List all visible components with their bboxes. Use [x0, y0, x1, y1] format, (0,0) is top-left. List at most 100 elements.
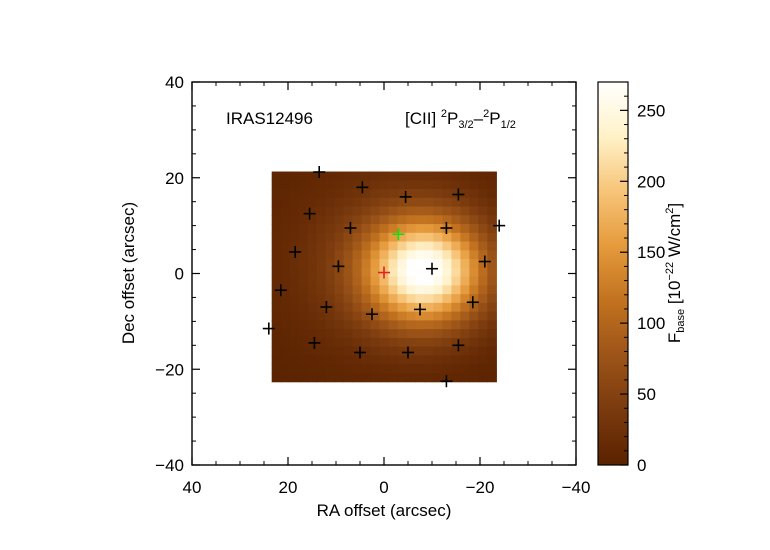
- map-pixel: [469, 224, 479, 234]
- line-label-sub1: 3/2: [458, 119, 473, 131]
- map-pixel: [316, 294, 327, 304]
- map-pixel: [271, 180, 282, 190]
- map-pixel: [316, 171, 327, 181]
- y-tick-label: −40: [155, 456, 184, 475]
- map-pixel: [361, 355, 372, 365]
- map-pixel: [388, 197, 399, 208]
- map-pixel: [316, 346, 327, 357]
- map-pixel: [334, 311, 345, 321]
- map-pixel: [298, 259, 309, 269]
- map-pixel: [460, 206, 470, 216]
- map-pixel: [460, 232, 470, 243]
- map-pixel: [469, 311, 479, 321]
- map-pixel: [487, 311, 497, 321]
- map-pixel: [415, 337, 426, 348]
- map-pixel: [325, 372, 336, 383]
- map-pixel: [415, 241, 426, 251]
- map-pixel: [433, 197, 444, 208]
- map-pixel: [388, 232, 399, 243]
- map-pixel: [289, 311, 300, 321]
- map-pixel: [316, 180, 327, 190]
- spaxel-marker: [493, 219, 506, 232]
- map-pixel: [487, 171, 497, 181]
- x-tick-label: −40: [562, 478, 591, 497]
- map-pixel: [271, 267, 282, 278]
- map-pixel: [424, 372, 435, 383]
- map-pixel: [271, 329, 282, 339]
- map-pixel: [415, 364, 426, 374]
- x-tick-label: 0: [379, 478, 388, 497]
- map-pixel: [343, 189, 354, 199]
- map-pixel: [460, 337, 470, 348]
- map-pixel: [271, 171, 282, 181]
- map-pixel: [469, 259, 479, 269]
- map-pixel: [370, 171, 381, 181]
- map-pixel: [352, 320, 363, 330]
- map-pixel: [280, 206, 291, 216]
- map-pixel: [460, 171, 470, 181]
- map-pixel: [343, 171, 354, 181]
- map-pixel: [334, 232, 345, 243]
- map-pixel: [280, 364, 291, 374]
- map-pixel: [361, 241, 372, 251]
- map-pixel: [361, 372, 372, 383]
- colorbar-tick-label: 250: [637, 101, 665, 120]
- map-pixel: [325, 215, 336, 225]
- map-pixel: [352, 355, 363, 365]
- map-pixel: [379, 232, 390, 243]
- line-label: [CII] 2P3/2–2P1/2: [405, 108, 516, 131]
- map-pixel: [478, 241, 488, 251]
- map-pixel: [280, 197, 291, 208]
- map-pixel: [478, 215, 488, 225]
- y-axis-ticks: 40 20 0 −20 −40: [155, 73, 576, 475]
- map-pixel: [343, 364, 354, 374]
- map-pixel: [469, 206, 479, 216]
- map-pixel: [487, 294, 497, 304]
- map-pixel: [406, 180, 417, 190]
- map-pixel: [361, 206, 372, 216]
- map-pixel: [424, 215, 435, 225]
- map-pixel: [316, 337, 327, 348]
- map-pixel: [307, 364, 318, 374]
- colorbar-label-sub: base: [675, 309, 687, 333]
- map-pixel: [442, 197, 452, 208]
- map-pixel: [397, 232, 408, 243]
- map-pixel: [271, 189, 282, 199]
- map-pixel: [361, 276, 372, 286]
- spaxel-marker: [440, 375, 453, 388]
- map-pixel: [397, 364, 408, 374]
- map-pixel: [343, 267, 354, 278]
- map-pixel: [298, 250, 309, 260]
- map-pixel: [307, 320, 318, 330]
- map-pixel: [343, 276, 354, 286]
- map-pixel: [460, 311, 470, 321]
- map-pixel: [298, 267, 309, 278]
- map-pixel: [379, 337, 390, 348]
- map-pixel: [343, 180, 354, 190]
- map-pixel: [280, 320, 291, 330]
- map-pixel: [325, 189, 336, 199]
- map-pixel: [424, 267, 435, 278]
- map-pixel: [388, 320, 399, 330]
- map-pixel: [424, 276, 435, 286]
- map-pixel: [298, 276, 309, 286]
- map-pixel: [415, 372, 426, 383]
- map-pixel: [280, 355, 291, 365]
- map-pixel: [469, 372, 479, 383]
- colorbar-tick-label: 150: [637, 243, 665, 262]
- y-axis-label: Dec offset (arcsec): [119, 202, 138, 344]
- map-pixel: [334, 259, 345, 269]
- map-pixel: [271, 320, 282, 330]
- spaxel-marker: [344, 222, 357, 235]
- map-pixel: [298, 337, 309, 348]
- line-label-dash: –: [474, 109, 484, 128]
- map-pixel: [298, 285, 309, 295]
- map-pixel: [307, 346, 318, 357]
- map-pixel: [442, 320, 452, 330]
- map-pixel: [343, 372, 354, 383]
- map-pixel: [298, 215, 309, 225]
- map-pixel: [289, 276, 300, 286]
- map-pixel: [433, 250, 444, 260]
- map-pixel: [343, 197, 354, 208]
- map-pixel: [478, 337, 488, 348]
